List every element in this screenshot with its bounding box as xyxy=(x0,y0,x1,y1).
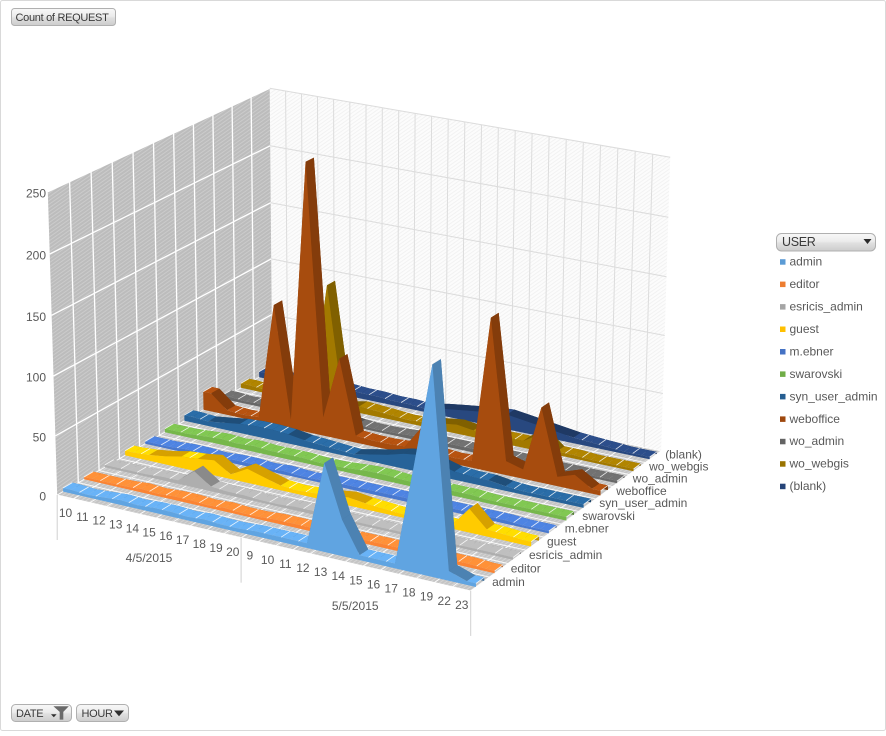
svg-text:5/5/2015: 5/5/2015 xyxy=(332,599,379,613)
svg-text:14: 14 xyxy=(332,569,346,583)
svg-text:esricis_admin: esricis_admin xyxy=(790,300,863,314)
svg-text:150: 150 xyxy=(26,310,46,324)
svg-text:m.ebner: m.ebner xyxy=(790,344,834,358)
svg-text:HOUR: HOUR xyxy=(82,708,114,720)
svg-text:guest: guest xyxy=(790,322,820,336)
svg-text:250: 250 xyxy=(26,187,46,201)
svg-text:11: 11 xyxy=(279,557,292,571)
svg-text:admin: admin xyxy=(492,575,525,589)
svg-text:13: 13 xyxy=(109,518,123,532)
svg-text:guest: guest xyxy=(547,535,577,549)
svg-text:15: 15 xyxy=(142,525,156,539)
svg-text:m.ebner: m.ebner xyxy=(565,522,609,536)
svg-text:swarovski: swarovski xyxy=(582,509,635,523)
svg-text:100: 100 xyxy=(26,371,46,385)
svg-text:swarovski: swarovski xyxy=(790,367,843,381)
svg-text:weboffice: weboffice xyxy=(789,412,841,426)
svg-text:15: 15 xyxy=(349,573,363,587)
svg-text:USER: USER xyxy=(782,235,816,249)
svg-text:10: 10 xyxy=(59,506,73,520)
svg-text:12: 12 xyxy=(296,561,310,575)
svg-text:4/5/2015: 4/5/2015 xyxy=(126,551,173,565)
svg-text:9: 9 xyxy=(247,549,254,563)
svg-text:syn_user_admin: syn_user_admin xyxy=(599,496,687,510)
svg-text:(blank): (blank) xyxy=(665,448,702,462)
svg-text:14: 14 xyxy=(126,522,140,536)
svg-text:editor: editor xyxy=(511,561,541,575)
svg-text:admin: admin xyxy=(790,255,823,269)
svg-text:wo_admin: wo_admin xyxy=(789,434,845,448)
svg-text:16: 16 xyxy=(159,529,173,543)
svg-text:syn_user_admin: syn_user_admin xyxy=(790,389,878,403)
svg-text:23: 23 xyxy=(455,598,469,612)
svg-text:(blank): (blank) xyxy=(790,479,827,493)
svg-text:esricis_admin: esricis_admin xyxy=(529,548,602,562)
svg-text:10: 10 xyxy=(261,553,275,567)
svg-text:17: 17 xyxy=(176,533,190,547)
svg-text:19: 19 xyxy=(209,541,223,555)
svg-text:19: 19 xyxy=(420,590,434,604)
svg-text:18: 18 xyxy=(193,537,207,551)
svg-text:50: 50 xyxy=(33,431,47,445)
svg-text:wo_admin: wo_admin xyxy=(632,472,688,486)
svg-text:17: 17 xyxy=(385,582,399,596)
svg-text:18: 18 xyxy=(402,586,416,600)
svg-text:Count of REQUEST: Count of REQUEST xyxy=(16,12,110,24)
svg-text:DATE: DATE xyxy=(16,708,43,720)
svg-text:weboffice: weboffice xyxy=(615,484,667,498)
svg-text:11: 11 xyxy=(76,510,89,524)
svg-text:20: 20 xyxy=(226,545,240,559)
svg-text:200: 200 xyxy=(26,249,46,263)
svg-text:editor: editor xyxy=(790,277,820,291)
svg-text:wo_webgis: wo_webgis xyxy=(789,457,849,471)
svg-text:0: 0 xyxy=(39,490,46,504)
svg-text:12: 12 xyxy=(92,514,106,528)
svg-text:13: 13 xyxy=(314,565,328,579)
svg-text:22: 22 xyxy=(438,594,452,608)
svg-text:16: 16 xyxy=(367,577,381,591)
